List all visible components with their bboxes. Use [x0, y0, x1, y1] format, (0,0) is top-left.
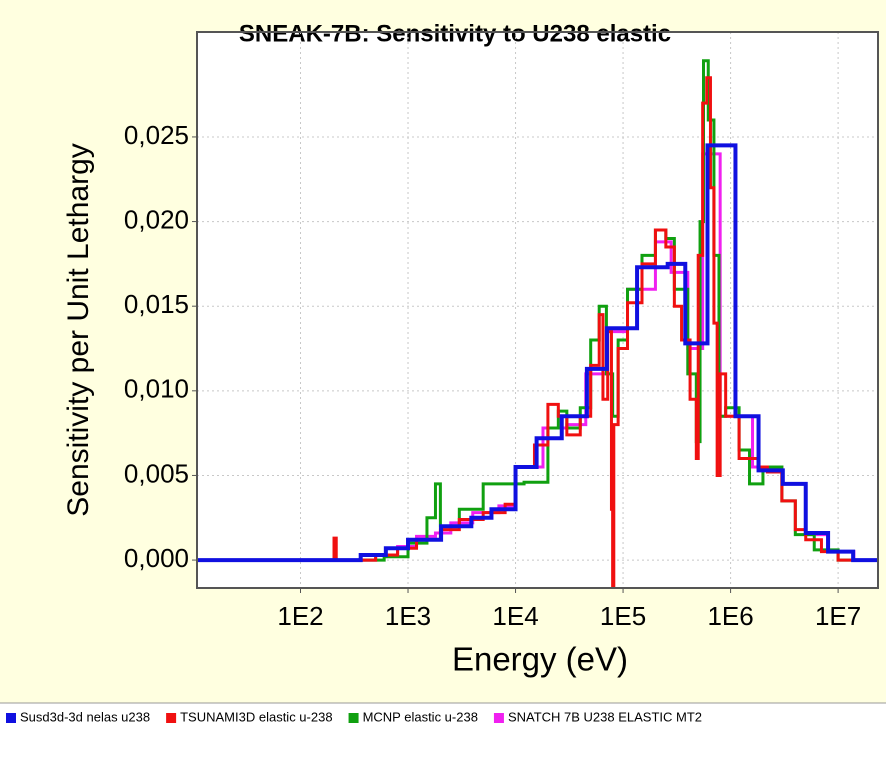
legend-swatch — [493, 713, 504, 723]
y-tick-label: 0,000 — [124, 543, 189, 573]
x-tick-label: 1E7 — [815, 601, 861, 631]
legend-label: MCNP elastic u-238 — [363, 709, 478, 724]
x-tick-label: 1E2 — [277, 601, 323, 631]
y-tick-label: 0,020 — [124, 204, 189, 234]
y-tick-label: 0,005 — [124, 458, 189, 488]
y-tick-label: 0,015 — [124, 289, 189, 319]
series-line — [198, 143, 878, 563]
legend-label: SNATCH 7B U238 ELASTIC MT2 — [508, 709, 702, 724]
y-tick-label: 0,010 — [124, 374, 189, 404]
plot-border — [196, 31, 879, 589]
legend-swatch — [6, 713, 16, 723]
plot-area — [197, 32, 878, 588]
series-line — [198, 59, 878, 562]
x-tick-label: 1E5 — [600, 601, 646, 631]
y-tick-label: 0,025 — [124, 120, 189, 150]
chart-title: SNEAK-7B: Sensitivity to U238 elastic — [239, 20, 671, 47]
y-axis-label: Sensitivity per Unit Lethargy — [62, 143, 95, 517]
legend-label: Susd3d-3d nelas u238 — [20, 709, 150, 724]
x-tick-label: 1E4 — [492, 601, 538, 631]
x-axis-label: Energy (eV) — [452, 641, 628, 678]
legend-swatch — [166, 713, 177, 723]
legend-label: TSUNAMI3D elastic u-238 — [180, 709, 332, 724]
x-tick-label: 1E3 — [385, 601, 431, 631]
x-tick-label: 1E6 — [707, 601, 753, 631]
legend-swatch — [348, 713, 359, 723]
